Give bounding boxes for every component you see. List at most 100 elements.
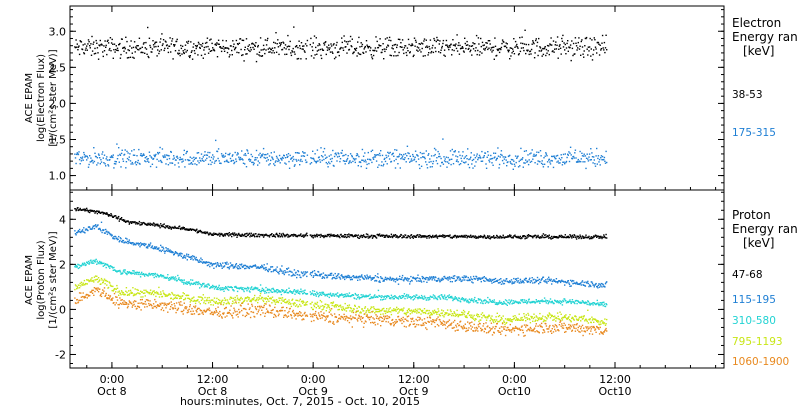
data-point (268, 235, 270, 237)
data-point (237, 299, 239, 301)
data-point (373, 295, 375, 297)
data-point (375, 237, 378, 239)
data-point (479, 51, 481, 53)
data-point (350, 161, 352, 164)
data-point (148, 37, 151, 39)
data-point (267, 288, 269, 290)
data-point (575, 238, 578, 240)
data-point (260, 266, 262, 269)
data-point (232, 297, 235, 300)
data-point (575, 236, 577, 239)
data-point (478, 43, 480, 45)
data-point (552, 166, 555, 169)
data-point (248, 49, 250, 52)
data-point (355, 234, 357, 236)
electron-legend-unit: [keV] (743, 44, 774, 58)
data-point (138, 220, 141, 223)
data-point (456, 50, 459, 52)
data-point (341, 274, 343, 276)
data-point (594, 302, 596, 305)
data-point (491, 299, 494, 302)
data-point (538, 300, 540, 302)
electron-plot-frame (69, 5, 725, 191)
data-point (361, 45, 363, 48)
data-point (95, 278, 97, 281)
data-point (464, 236, 466, 238)
data-point (174, 251, 177, 253)
data-point (351, 45, 353, 48)
data-point (381, 161, 383, 163)
data-point (144, 275, 146, 277)
data-point (87, 157, 89, 159)
data-point (559, 44, 561, 46)
data-point (300, 276, 302, 279)
data-point (148, 161, 150, 163)
data-point (94, 259, 96, 261)
data-point (527, 300, 529, 303)
data-point (532, 40, 534, 42)
data-point (144, 47, 146, 49)
data-point (197, 259, 199, 262)
data-point (346, 159, 348, 161)
data-point (601, 237, 603, 240)
data-point (191, 163, 194, 165)
data-point (569, 279, 572, 282)
data-point (378, 152, 381, 155)
data-point (600, 282, 603, 285)
data-point (247, 288, 249, 290)
data-point (518, 236, 520, 238)
data-point (106, 213, 109, 215)
data-point (355, 154, 358, 157)
data-point (135, 161, 137, 163)
data-point (190, 51, 193, 53)
data-point (293, 158, 295, 161)
data-point (508, 299, 510, 301)
data-point (496, 157, 498, 159)
data-point (209, 287, 212, 289)
data-point (221, 288, 223, 291)
data-point (184, 44, 187, 46)
data-point (498, 278, 501, 281)
data-point (87, 279, 90, 281)
data-point (383, 48, 385, 50)
data-point (511, 52, 513, 54)
data-point (114, 51, 116, 53)
data-point (190, 228, 192, 231)
data-point (502, 234, 504, 236)
data-point (490, 278, 492, 281)
data-point (201, 259, 203, 261)
data-point (97, 281, 99, 283)
data-point (542, 163, 544, 166)
data-point (522, 299, 524, 301)
data-point (421, 297, 423, 299)
data-point (489, 158, 491, 160)
data-point (313, 270, 316, 272)
data-point (85, 47, 87, 49)
data-point (582, 53, 584, 55)
data-point (235, 46, 237, 49)
data-point (551, 44, 553, 46)
data-point (379, 154, 381, 157)
data-point (246, 300, 248, 302)
data-point (99, 260, 101, 263)
data-point (81, 284, 84, 286)
data-point (413, 54, 415, 56)
data-point (299, 274, 301, 276)
data-point (304, 235, 307, 237)
data-point (530, 152, 532, 154)
data-point (513, 301, 516, 304)
data-point (407, 295, 409, 297)
data-point (500, 48, 502, 51)
data-point (154, 42, 156, 45)
data-point (365, 296, 368, 298)
data-point (457, 299, 459, 302)
data-point (112, 57, 114, 59)
data-point (96, 47, 99, 49)
data-point (381, 277, 384, 280)
data-point (270, 271, 272, 273)
data-point (217, 303, 219, 305)
data-point (209, 39, 211, 41)
data-point (284, 235, 286, 238)
data-point (210, 156, 213, 159)
data-point (209, 265, 211, 268)
